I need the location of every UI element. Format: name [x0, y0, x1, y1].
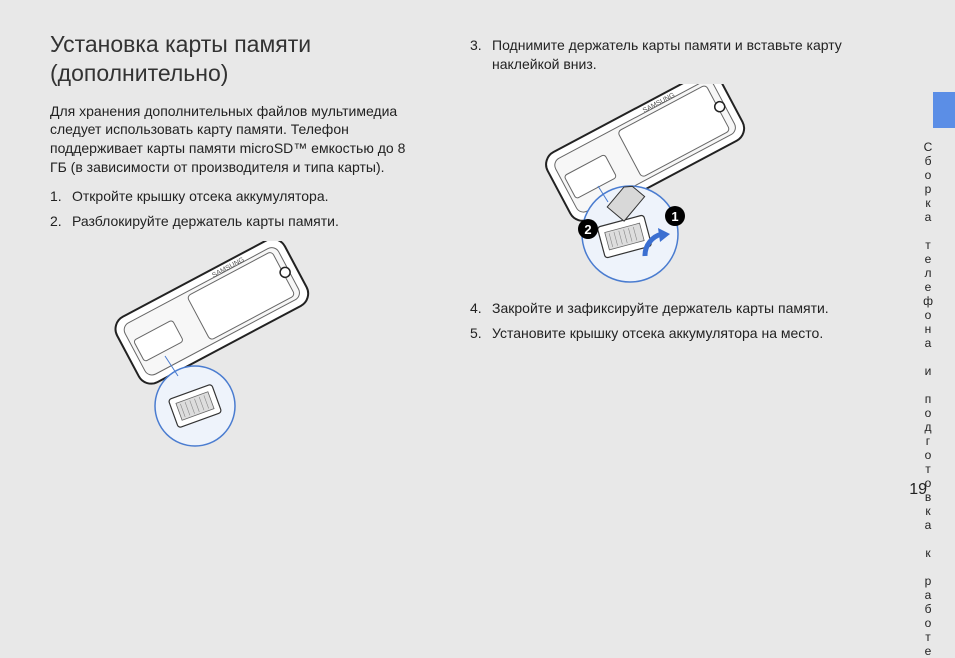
step-item: 5. Установите крышку отсека аккумулятора… [470, 324, 850, 343]
step-item: 4. Закройте и зафиксируйте держатель кар… [470, 299, 850, 318]
step-number: 1. [50, 187, 62, 206]
page-number: 19 [909, 481, 927, 499]
right-column: 3. Поднимите держатель карты памяти и вс… [440, 0, 870, 517]
step-item: 3. Поднимите держатель карты памяти и вс… [470, 36, 850, 74]
side-section-label: Сборка телефона и подготовка к работе [919, 140, 935, 440]
manual-page: Установка карты памяти (дополнительно) Д… [0, 0, 955, 517]
step-number: 5. [470, 324, 482, 343]
badge-1: 1 [671, 209, 678, 224]
phone-insert-card-icon: SAMSUNG [480, 84, 780, 284]
section-heading: Установка карты памяти (дополнительно) [50, 30, 420, 88]
left-column: Установка карты памяти (дополнительно) Д… [0, 0, 440, 517]
badge-2: 2 [584, 222, 591, 237]
step-text: Откройте крышку отсека аккумулятора. [72, 188, 329, 204]
steps-left: 1. Откройте крышку отсека аккумулятора. … [50, 187, 420, 231]
phone-unlock-icon: SAMSUNG [60, 241, 340, 451]
step-item: 2. Разблокируйте держатель карты памяти. [50, 212, 420, 231]
step-text: Установите крышку отсека аккумулятора на… [492, 325, 823, 341]
steps-right-top: 3. Поднимите держатель карты памяти и вс… [470, 36, 850, 74]
illustration-insert-card: SAMSUNG [480, 84, 850, 289]
step-item: 1. Откройте крышку отсека аккумулятора. [50, 187, 420, 206]
step-text: Разблокируйте держатель карты памяти. [72, 213, 339, 229]
step-number: 3. [470, 36, 482, 55]
step-text: Закройте и зафиксируйте держатель карты … [492, 300, 829, 316]
intro-paragraph: Для хранения дополнительных файлов мульт… [50, 102, 420, 178]
side-tab-indicator [933, 92, 955, 128]
step-number: 4. [470, 299, 482, 318]
illustration-unlock-holder: SAMSUNG [60, 241, 420, 456]
steps-right-bottom: 4. Закройте и зафиксируйте держатель кар… [470, 299, 850, 343]
step-number: 2. [50, 212, 62, 231]
step-text: Поднимите держатель карты памяти и встав… [492, 37, 842, 72]
